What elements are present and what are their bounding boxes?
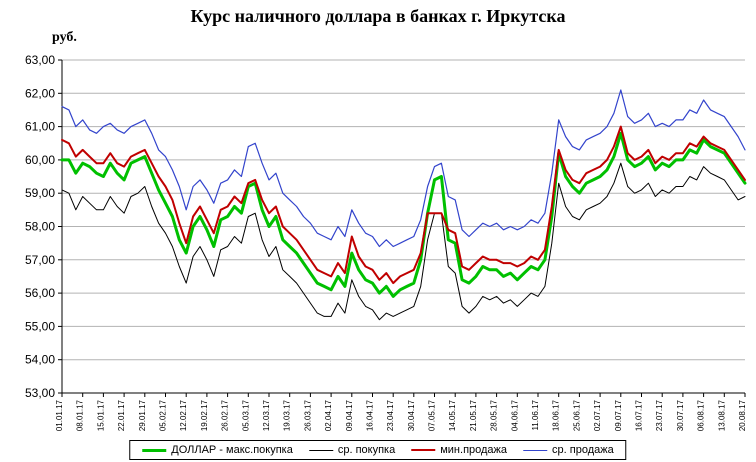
legend-label: ср. покупка — [337, 444, 396, 456]
x-tick-label: 12.02.17 — [179, 399, 188, 431]
series-line — [60, 131, 747, 298]
x-tick-label: 26.03.17 — [303, 399, 312, 431]
x-tick-label: 08.01.17 — [76, 399, 85, 431]
y-tick-label: 53,00 — [25, 386, 55, 400]
y-tick-label: 57,00 — [25, 253, 55, 267]
x-tick-label: 15.01.17 — [96, 399, 105, 431]
y-tick-label: 58,00 — [25, 220, 55, 234]
x-tick-label: 09.07.17 — [614, 399, 623, 431]
x-tick-label: 05.02.17 — [159, 399, 168, 431]
x-tick-label: 19.03.17 — [283, 399, 292, 431]
y-tick-label: 63,00 — [25, 53, 55, 67]
chart-title: Курс наличного доллара в банках г. Иркут… — [190, 6, 566, 26]
legend-label: ср. продажа — [552, 444, 614, 456]
legend-label: ДОЛЛАР - макс.покупка — [171, 444, 293, 456]
legend-line-swatch — [142, 448, 167, 452]
x-tick-label: 26.02.17 — [221, 399, 230, 431]
y-tick-label: 55,00 — [25, 319, 55, 333]
x-tick-label: 05.03.17 — [241, 399, 250, 431]
legend-line-swatch — [523, 449, 548, 451]
x-tick-label: 14.05.17 — [448, 399, 457, 431]
x-tick-label: 19.02.17 — [200, 399, 209, 431]
y-tick-label: 56,00 — [25, 286, 55, 300]
x-tick-label: 18.06.17 — [552, 399, 561, 431]
x-tick-label: 22.01.17 — [117, 399, 126, 431]
x-tick-label: 21.05.17 — [469, 399, 478, 431]
series-line — [61, 89, 746, 248]
x-tick-label: 07.05.17 — [428, 399, 437, 431]
x-tick-label: 02.07.17 — [593, 399, 602, 431]
x-tick-label: 06.08.17 — [697, 399, 706, 431]
y-tick-label: 62,00 — [25, 86, 55, 100]
y-tick-label: 61,00 — [25, 120, 55, 134]
series-line — [61, 125, 746, 285]
x-tick-label: 23.04.17 — [386, 399, 395, 431]
x-tick-label: 29.01.17 — [138, 399, 147, 431]
y-axis-unit-label: руб. — [52, 30, 77, 45]
y-tick-label: 60,00 — [25, 153, 55, 167]
x-tick-label: 30.07.17 — [676, 399, 685, 431]
x-tick-label: 20.08.17 — [738, 399, 747, 431]
x-tick-label: 23.07.17 — [655, 399, 664, 431]
x-tick-label: 02.04.17 — [324, 399, 333, 431]
x-tick-label: 25.06.17 — [572, 399, 581, 431]
x-tick-label: 04.06.17 — [510, 399, 519, 431]
y-tick-label: 54,00 — [25, 353, 55, 367]
legend-item: мин.продажа — [411, 444, 507, 456]
x-tick-label: 12.03.17 — [262, 399, 271, 431]
legend-line-swatch — [308, 449, 333, 451]
legend-label: мин.продажа — [440, 444, 508, 456]
legend-item: ср. продажа — [523, 444, 614, 456]
series-line — [61, 162, 746, 321]
x-tick-label: 01.01.17 — [55, 399, 64, 431]
y-tick-label: 59,00 — [25, 186, 55, 200]
x-tick-label: 16.07.17 — [635, 399, 644, 431]
x-tick-label: 11.06.17 — [531, 399, 540, 430]
x-tick-label: 16.04.17 — [366, 399, 375, 431]
legend-item: ср. покупка — [308, 444, 396, 456]
x-tick-label: 30.04.17 — [407, 399, 416, 431]
x-tick-label: 28.05.17 — [490, 399, 499, 431]
plot-area: 53,00 54,00 55,00 56,00 57,00 58,00 59,00 60,00… — [25, 53, 747, 431]
legend-line-swatch — [411, 449, 436, 451]
x-tick-label: 13.08.17 — [717, 399, 726, 431]
x-tick-label: 09.04.17 — [345, 399, 354, 431]
legend-item: ДОЛЛАР - макс.покупка — [142, 444, 293, 456]
legend: ДОЛЛАР - макс.покупка ср. покупка мин.прод… — [129, 440, 627, 460]
